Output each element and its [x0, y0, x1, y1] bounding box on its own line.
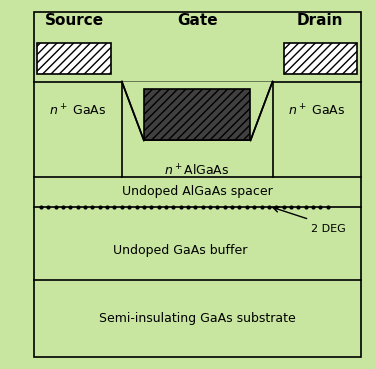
Text: $n^+$AlGaAs: $n^+$AlGaAs	[164, 163, 230, 178]
Bar	[37, 43, 111, 74]
Text: Semi-insulating GaAs substrate: Semi-insulating GaAs substrate	[99, 312, 296, 325]
Text: $n^+$ GaAs: $n^+$ GaAs	[288, 103, 346, 118]
Bar	[33, 12, 361, 357]
Text: Undoped GaAs buffer: Undoped GaAs buffer	[114, 244, 248, 257]
Text: Undoped AlGaAs spacer: Undoped AlGaAs spacer	[122, 185, 273, 199]
Text: 2 DEG: 2 DEG	[311, 224, 346, 234]
Polygon shape	[122, 82, 273, 140]
Text: $n^+$ GaAs: $n^+$ GaAs	[49, 103, 106, 118]
Text: Gate: Gate	[177, 13, 217, 28]
Bar	[144, 89, 250, 140]
Text: Source: Source	[44, 13, 104, 28]
Bar	[284, 43, 357, 74]
Text: Drain: Drain	[297, 13, 344, 28]
